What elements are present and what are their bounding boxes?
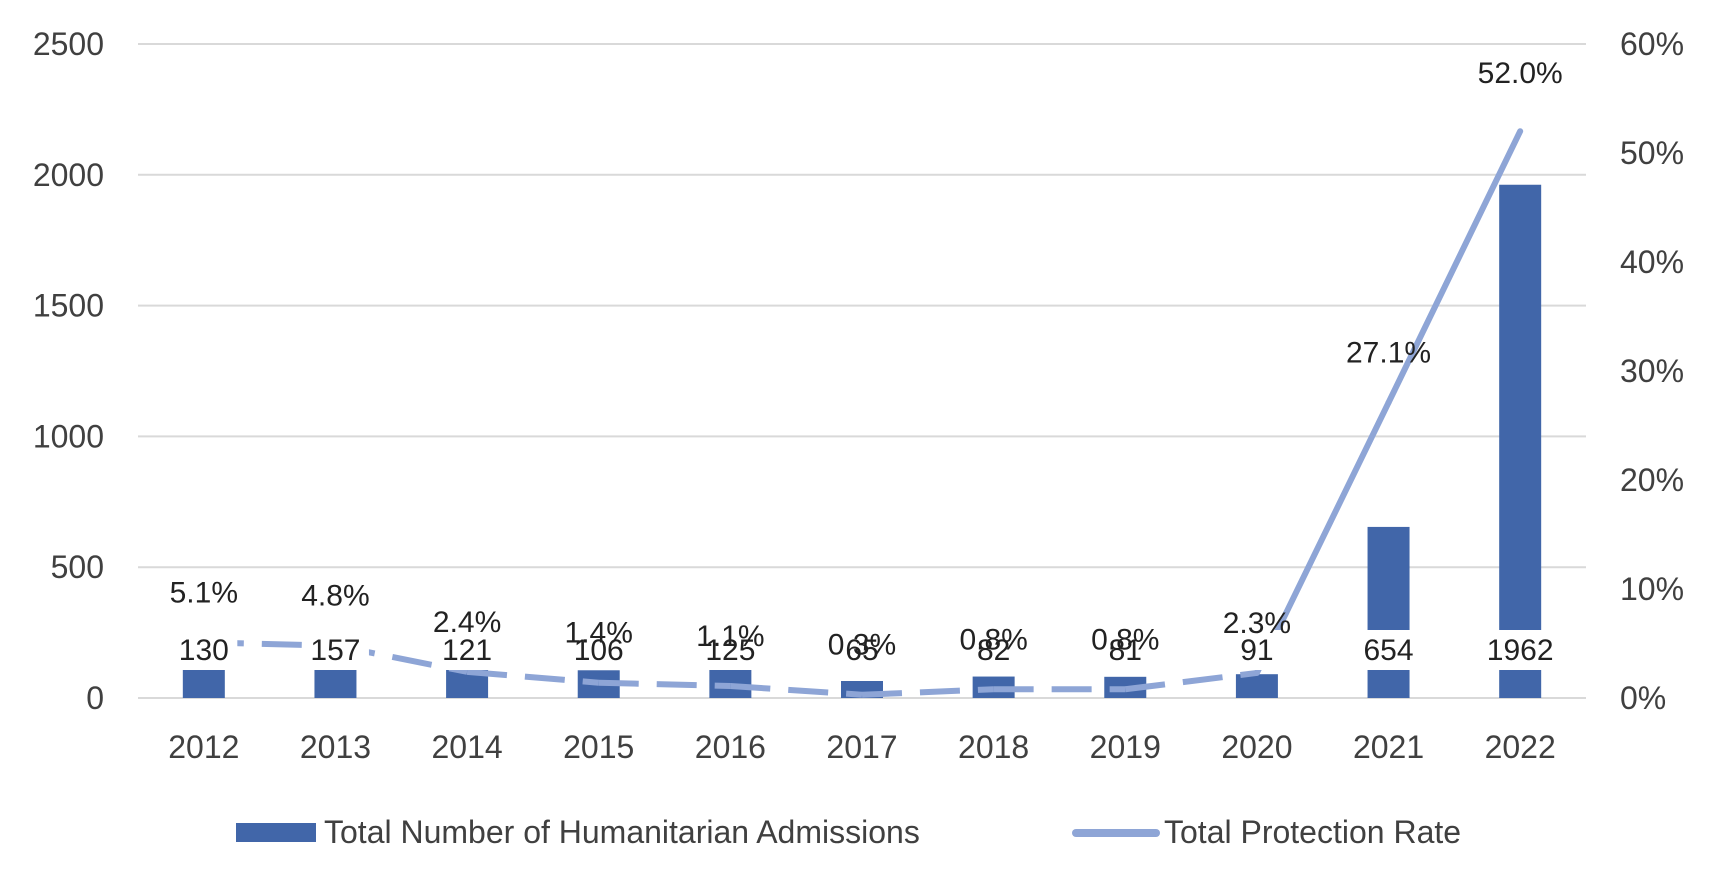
y-axis-right: 0% 10% 20% 30% 40% 50% 60% [1620,26,1684,716]
line-data-label: 5.1% [170,576,238,609]
y-left-tick-label: 1500 [33,288,104,324]
line-segment [730,683,863,698]
legend: Total Number of Humanitarian Admissions … [236,814,1461,850]
line-segment [1253,399,1392,676]
bar-label-bg [696,630,764,670]
line-segment [1385,128,1524,406]
y-right-tick-label: 60% [1620,26,1684,62]
bar-label-bg [1355,630,1423,670]
bar-data-label: 125 [705,634,755,667]
bar-label-bg [1478,630,1563,670]
legend-label-protection-rate: Total Protection Rate [1164,814,1461,850]
y-right-tick-label: 30% [1620,353,1684,389]
x-tick-label: 2017 [826,729,897,765]
bar-label-bg [301,630,369,670]
bar-data-label: 130 [179,634,229,667]
y-left-tick-label: 2500 [33,26,104,62]
legend-label-admissions: Total Number of Humanitarian Admissions [324,814,920,850]
y-right-tick-label: 0% [1620,680,1666,716]
bar-data-label: 81 [1109,634,1142,667]
gridlines [138,43,1586,699]
bar [709,665,752,698]
y-right-tick-label: 10% [1620,571,1684,607]
bar [1367,526,1410,698]
x-tick-label: 2020 [1221,729,1292,765]
line-data-label: 2.4% [433,606,501,639]
line-series [203,128,1524,698]
line-data-label: 1.1% [696,620,764,653]
x-tick-label: 2018 [958,729,1029,765]
bar-data-label: 1962 [1487,634,1554,667]
line-data-label: 0.3% [828,629,896,662]
line-data-label: 0.8% [1091,623,1159,656]
bar-data-label: 157 [310,634,360,667]
bar-label-bg [565,630,633,670]
line-data-label: 2.3% [1223,607,1291,640]
x-axis: 2012 2013 2014 2015 2016 2017 2018 2019 2020 2021… [168,729,1556,765]
line-data-label: 4.8% [301,580,369,613]
x-tick-label: 2019 [1090,729,1161,765]
y-axis-left: 0 500 1000 1500 2000 2500 [33,26,104,716]
x-tick-label: 2014 [431,729,502,765]
line-data-label: 1.4% [565,617,633,650]
line-data-label: 0.8% [959,623,1027,656]
bar-data-label: 106 [574,634,624,667]
bar-data-labels: 130 157 121 106 125 65 82 81 91 654 1962 [170,630,1563,670]
bar-data-label: 654 [1364,634,1414,667]
y-right-tick-label: 40% [1620,244,1684,280]
x-tick-label: 2015 [563,729,634,765]
bar-data-label: 65 [845,634,878,667]
line-data-label: 27.1% [1346,337,1431,370]
bar [1235,674,1278,698]
bar-label-bg [433,630,501,670]
y-left-tick-label: 1000 [33,418,104,454]
y-right-tick-label: 50% [1620,135,1684,171]
y-right-tick-label: 20% [1620,462,1684,498]
line-data-label: 52.0% [1478,57,1563,90]
line-segment [598,679,731,690]
y-left-tick-label: 0 [86,680,104,716]
bar-data-label: 82 [977,634,1010,667]
bar-label-bg [1100,630,1151,670]
bar-label-bg [837,630,887,670]
y-left-tick-label: 500 [51,549,104,585]
x-tick-label: 2013 [300,729,371,765]
legend-swatch-admissions [236,823,316,842]
x-tick-label: 2012 [168,729,239,765]
x-tick-label: 2022 [1485,729,1556,765]
bar [1499,184,1542,699]
bar-data-label: 91 [1240,634,1273,667]
line-segment [861,686,994,698]
line-segment [466,668,599,686]
line-data-labels: 5.1% 4.8% 2.4% 1.4% 1.1% 0.3% 0.8% 0.8% 2.3% 27.1… [170,57,1563,662]
x-tick-label: 2016 [695,729,766,765]
bar-series [182,184,1542,699]
bar-data-label: 121 [442,634,492,667]
line-segment [1124,669,1258,693]
x-tick-label: 2021 [1353,729,1424,765]
bar-label-bg [968,630,1019,670]
bar-label-bg [1231,630,1282,670]
y-left-tick-label: 2000 [33,157,104,193]
bar-label-bg [170,630,238,670]
